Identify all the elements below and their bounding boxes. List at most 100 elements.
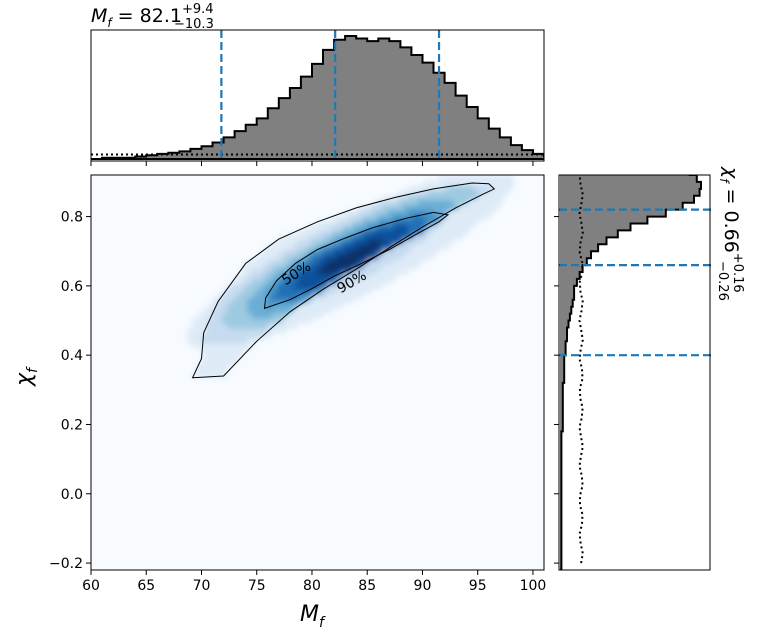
right-marginal-panel: χf = 0.66+0.16−0.26 bbox=[554, 166, 745, 571]
density-cell bbox=[171, 352, 178, 359]
density-cell bbox=[508, 184, 515, 191]
density-cell bbox=[206, 308, 213, 314]
density-cell bbox=[478, 209, 485, 216]
density-cell bbox=[332, 308, 339, 314]
density-cell bbox=[196, 303, 203, 309]
density-cell bbox=[267, 333, 273, 339]
density-cell bbox=[231, 347, 238, 354]
density-cell bbox=[398, 278, 404, 285]
density-cell bbox=[362, 273, 369, 280]
density-cell bbox=[322, 254, 329, 260]
density-cell bbox=[362, 239, 369, 245]
density-cell bbox=[312, 263, 319, 270]
density-cell bbox=[297, 303, 303, 309]
density-cell bbox=[231, 333, 238, 339]
density-cell bbox=[287, 308, 293, 314]
density-cell bbox=[508, 204, 515, 211]
density-cell bbox=[468, 214, 475, 221]
density-cell bbox=[312, 254, 319, 260]
density-cell bbox=[518, 189, 525, 196]
right-hist-bar bbox=[560, 265, 583, 273]
density-cell bbox=[357, 254, 364, 260]
density-cell bbox=[337, 214, 344, 221]
density-cell bbox=[201, 303, 208, 309]
density-cell bbox=[337, 283, 344, 290]
density-cell bbox=[337, 229, 344, 235]
density-cell bbox=[236, 333, 243, 339]
density-cell bbox=[337, 273, 344, 280]
density-cell bbox=[398, 234, 404, 240]
density-cell bbox=[428, 179, 434, 186]
density-cell bbox=[438, 229, 444, 235]
density-cell bbox=[196, 308, 203, 314]
density-cell bbox=[257, 308, 263, 314]
density-cell bbox=[252, 308, 258, 314]
density-cell bbox=[352, 199, 359, 206]
density-cell bbox=[327, 219, 334, 225]
density-cell bbox=[211, 357, 218, 364]
density-cell bbox=[317, 303, 324, 309]
density-cell bbox=[226, 352, 233, 359]
density-cell bbox=[176, 347, 183, 354]
density-cell bbox=[231, 273, 238, 280]
density-cell bbox=[418, 209, 424, 216]
right-hist-bar bbox=[560, 299, 573, 308]
density-cell bbox=[166, 357, 173, 364]
density-cell bbox=[387, 184, 394, 191]
right-hist-bar bbox=[560, 209, 666, 218]
density-cell bbox=[458, 224, 465, 230]
density-cell bbox=[181, 328, 188, 334]
density-cell bbox=[216, 347, 223, 354]
density-cell bbox=[216, 333, 223, 339]
right-hist-bar bbox=[560, 202, 683, 211]
density-cell bbox=[413, 214, 419, 221]
density-cell bbox=[337, 308, 344, 314]
right-hist-bar bbox=[560, 251, 592, 259]
density-cell bbox=[337, 313, 344, 319]
density-cell bbox=[297, 263, 303, 270]
density-cell bbox=[403, 189, 409, 196]
density-cell bbox=[226, 342, 233, 349]
density-cell bbox=[473, 209, 480, 216]
density-cell bbox=[352, 229, 359, 235]
density-cell bbox=[247, 333, 253, 339]
density-cell bbox=[196, 352, 203, 359]
density-cell bbox=[282, 293, 288, 300]
density-cell bbox=[428, 204, 434, 211]
top-hist-bar bbox=[168, 152, 180, 159]
top-hist-bar bbox=[488, 128, 501, 159]
density-cell bbox=[317, 239, 324, 245]
top-hist-bar bbox=[157, 153, 169, 159]
density-cell bbox=[428, 239, 434, 245]
density-cell bbox=[171, 318, 178, 324]
density-cell bbox=[297, 323, 303, 329]
right-title-main: χ bbox=[720, 166, 742, 179]
density-cell bbox=[337, 254, 344, 260]
density-cell bbox=[236, 352, 243, 359]
density-cell bbox=[478, 184, 485, 191]
density-cell bbox=[493, 214, 500, 221]
density-cell bbox=[382, 219, 389, 225]
density-cell bbox=[528, 175, 535, 181]
x-axis-title-sub: f bbox=[319, 615, 326, 631]
density-cell bbox=[221, 318, 228, 324]
density-cell bbox=[372, 209, 379, 216]
density-cell bbox=[247, 318, 253, 324]
density-cell bbox=[317, 224, 324, 230]
density-cell bbox=[382, 244, 389, 250]
density-cell bbox=[166, 342, 173, 349]
density-cell bbox=[181, 333, 188, 339]
density-cell bbox=[372, 283, 379, 290]
density-cell bbox=[322, 249, 329, 255]
density-cell bbox=[216, 308, 223, 314]
density-cell bbox=[272, 273, 278, 280]
density-cell bbox=[312, 244, 319, 250]
density-cell bbox=[418, 249, 424, 255]
density-cell bbox=[367, 293, 374, 300]
density-cell bbox=[362, 288, 369, 295]
density-cell bbox=[372, 244, 379, 250]
density-cell bbox=[453, 199, 460, 206]
density-cell bbox=[292, 333, 298, 339]
right-hist-bar bbox=[560, 396, 563, 405]
density-cell bbox=[367, 209, 374, 216]
